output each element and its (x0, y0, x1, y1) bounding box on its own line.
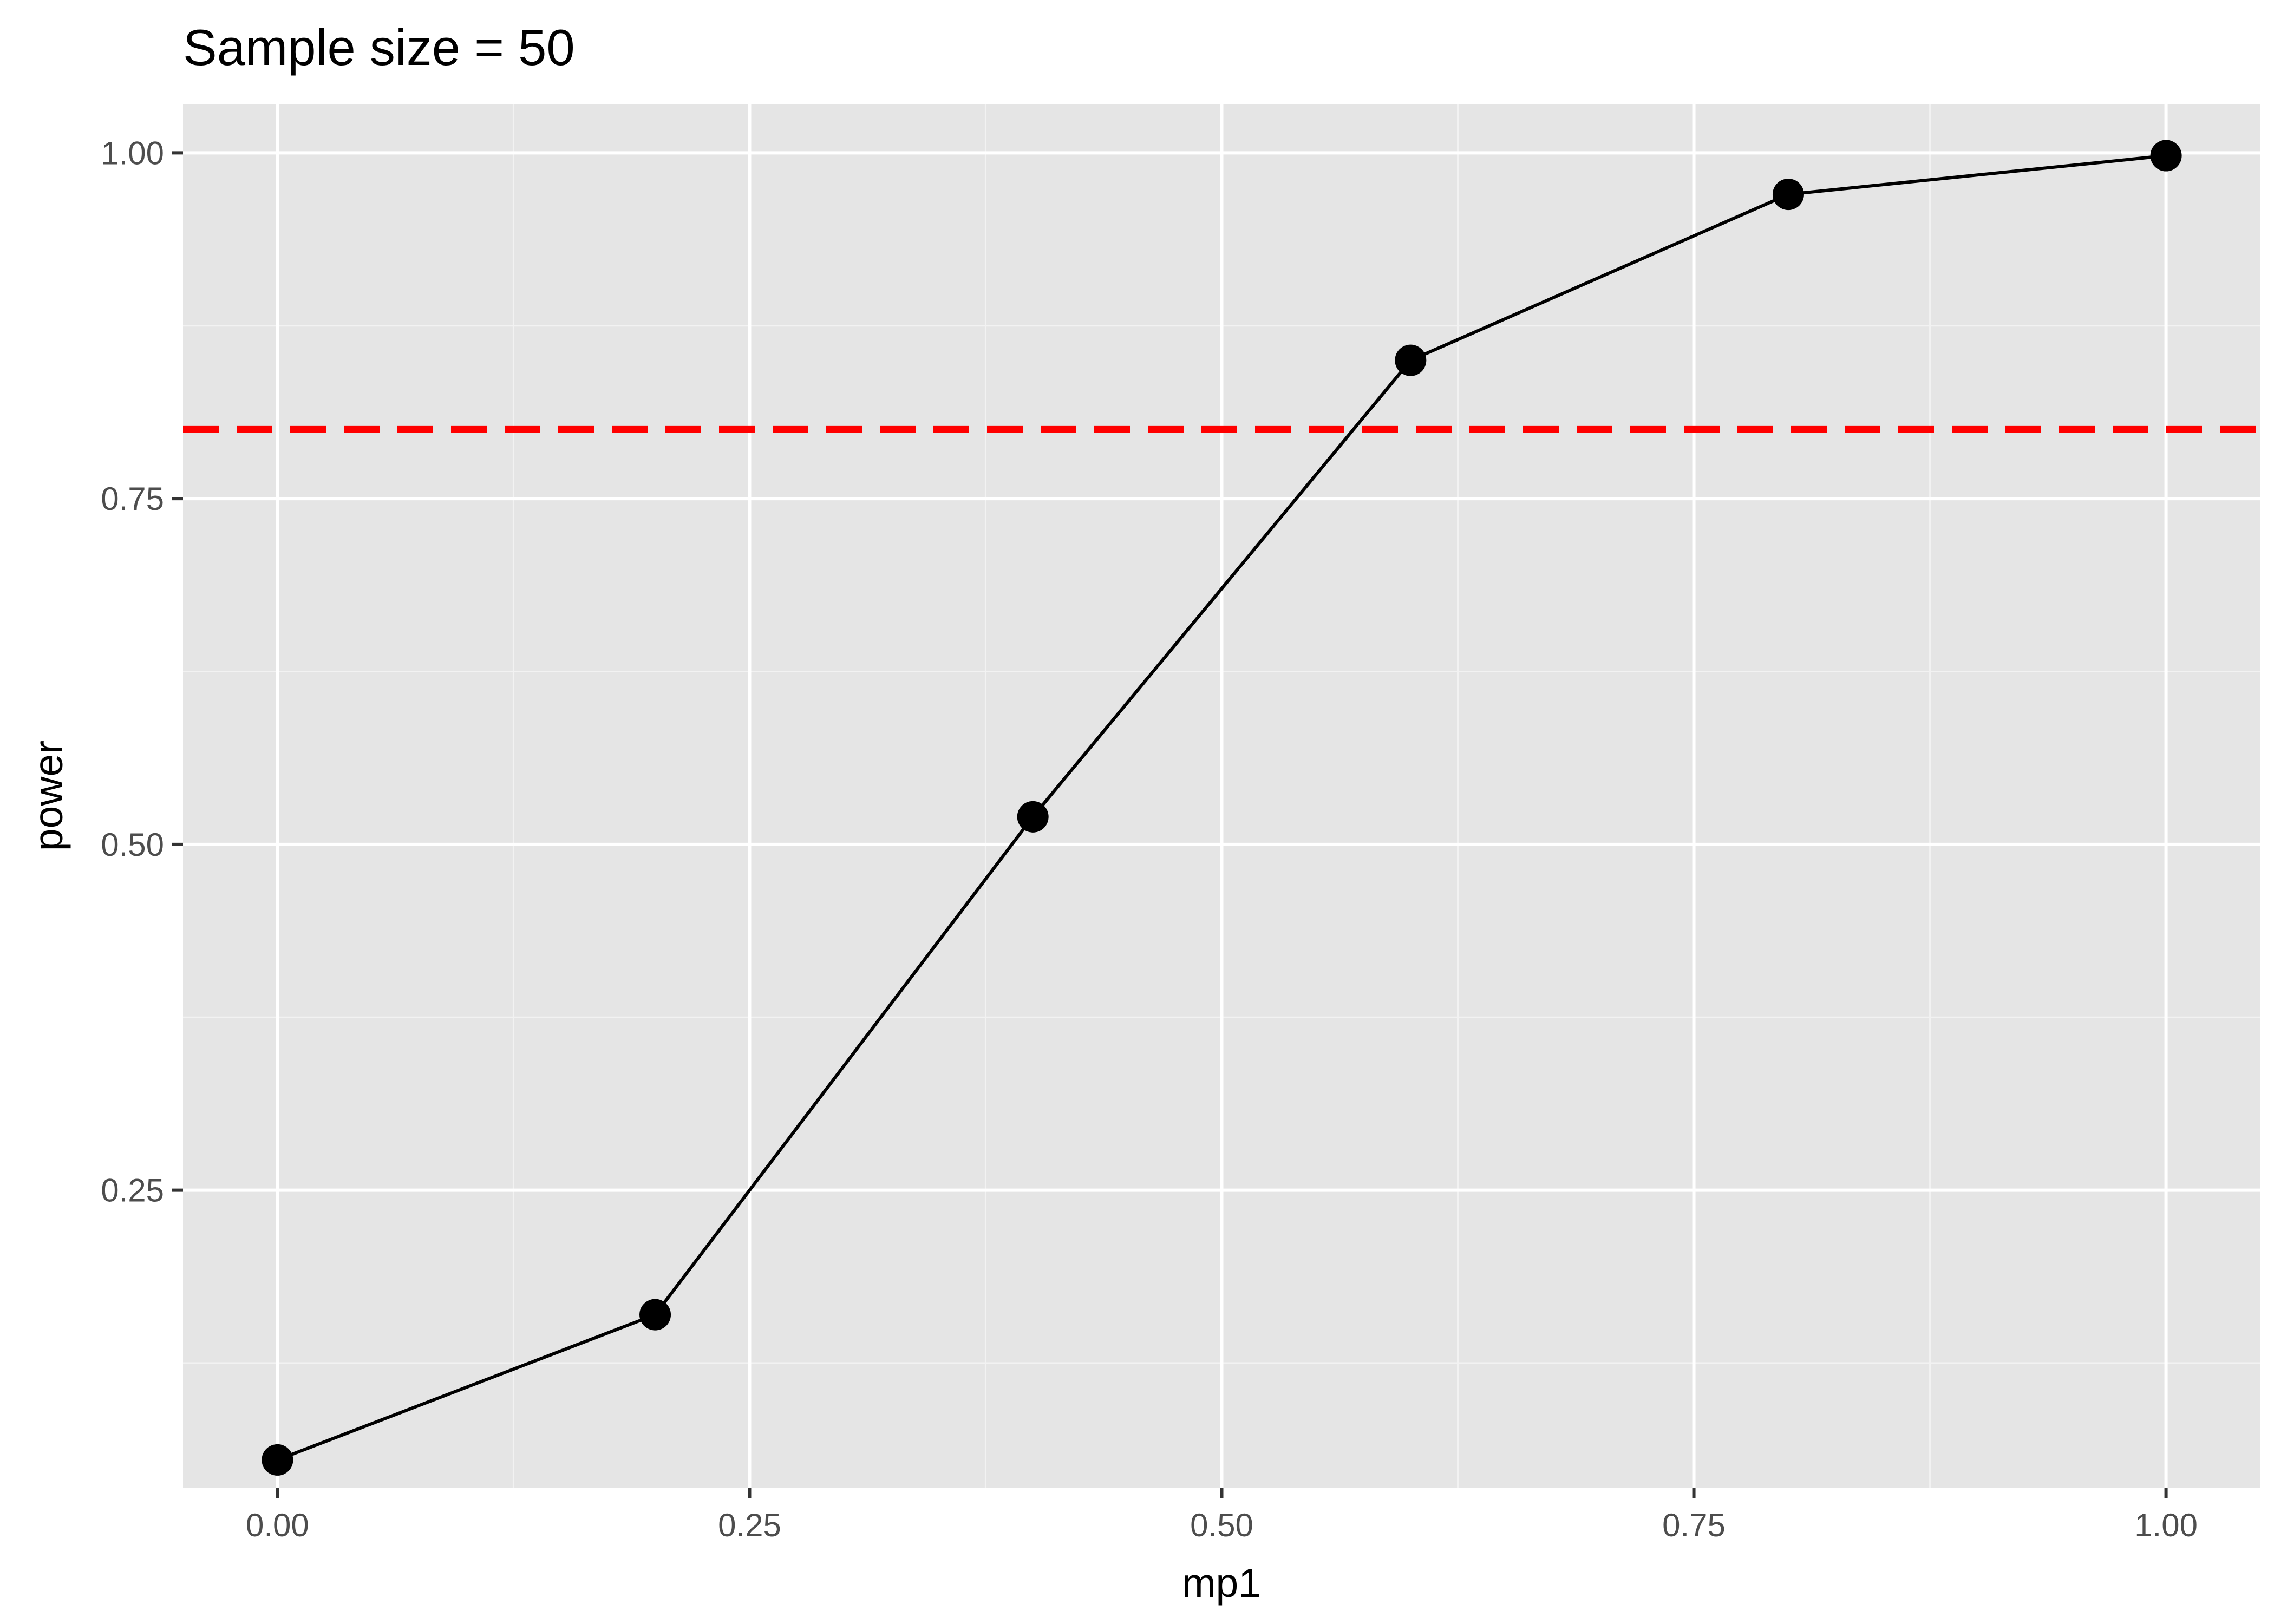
data-point (1395, 344, 1427, 376)
y-tick-label: 0.50 (101, 827, 164, 863)
series-layer (262, 140, 2182, 1476)
y-tick-label: 0.75 (101, 481, 164, 517)
series-line (277, 154, 2166, 1462)
data-point (639, 1299, 671, 1331)
data-point (1772, 179, 1804, 211)
x-tick-label: 0.50 (1190, 1507, 1253, 1543)
chart-title: Sample size = 50 (183, 19, 575, 76)
y-axis-title: power (25, 741, 71, 851)
data-point (262, 1444, 293, 1476)
x-axis: 0.00 0.25 0.50 0.75 1.00 (246, 1488, 2198, 1543)
y-axis: 0.25 0.50 0.75 1.00 (101, 135, 183, 1209)
x-tick-label: 0.00 (246, 1507, 309, 1543)
x-tick-label: 0.75 (1662, 1507, 1726, 1543)
x-axis-title: mp1 (1182, 1560, 1261, 1606)
y-tick-label: 1.00 (101, 135, 164, 171)
x-tick-label: 1.00 (2134, 1507, 2198, 1543)
major-gridlines (183, 104, 2260, 1488)
x-tick-label: 0.25 (718, 1507, 781, 1543)
data-point (1017, 801, 1049, 833)
y-tick-label: 0.25 (101, 1173, 164, 1209)
data-point (2150, 140, 2182, 172)
